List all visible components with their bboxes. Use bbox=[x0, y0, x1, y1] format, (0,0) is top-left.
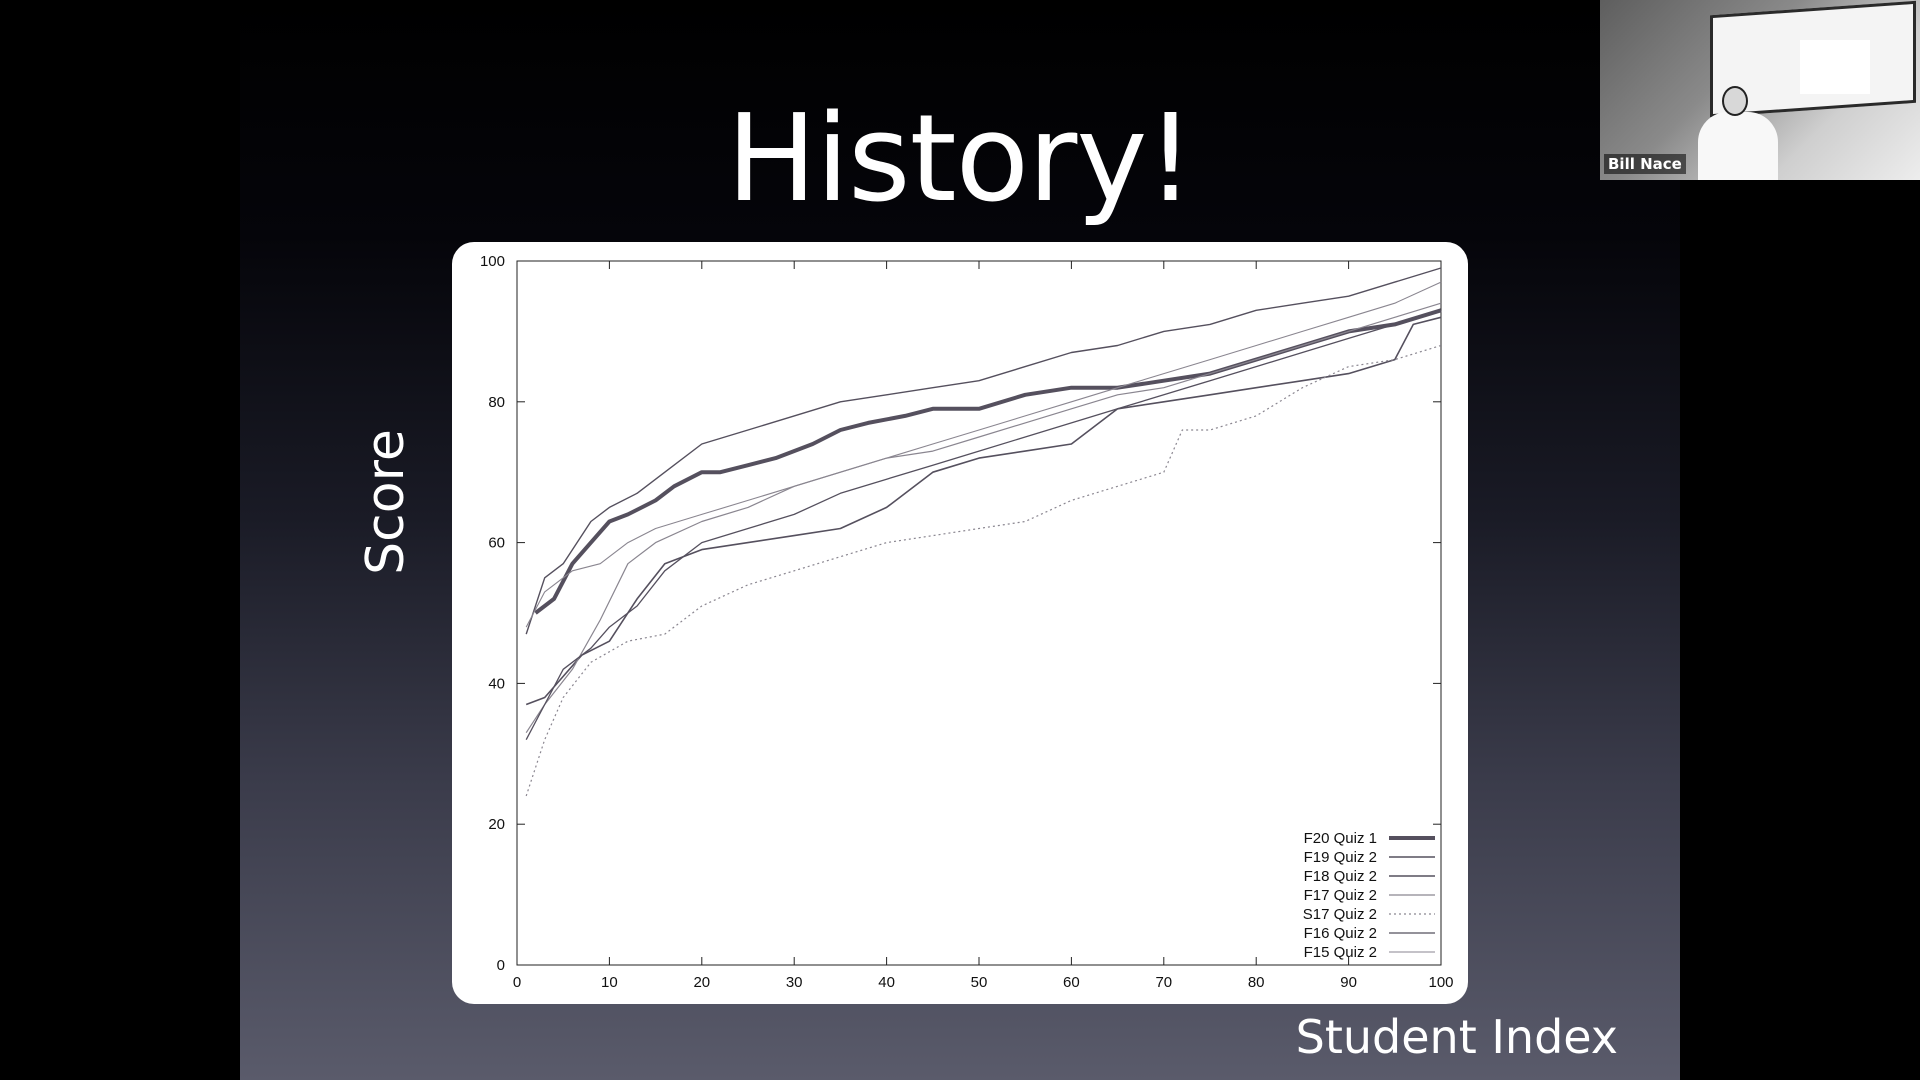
x-tick-label: 40 bbox=[878, 974, 895, 991]
series-line-s17-quiz-2 bbox=[525, 344, 1442, 797]
x-tick-label: 30 bbox=[786, 974, 803, 991]
series-line-f20-quiz-1 bbox=[534, 308, 1442, 615]
y-tick-label: 0 bbox=[497, 957, 505, 974]
x-tick-label: 90 bbox=[1340, 974, 1357, 991]
x-tick-label: 70 bbox=[1155, 974, 1172, 991]
legend-label: F15 Quiz 2 bbox=[1304, 944, 1377, 961]
series-line-f18-quiz-2 bbox=[525, 267, 1442, 635]
legend-label: F20 Quiz 1 bbox=[1304, 830, 1377, 847]
presenter-head bbox=[1722, 86, 1748, 116]
legend-label: F19 Quiz 2 bbox=[1304, 849, 1377, 866]
projected-slide bbox=[1800, 40, 1870, 94]
x-tick-label: 50 bbox=[971, 974, 988, 991]
legend-label: F17 Quiz 2 bbox=[1304, 887, 1377, 904]
y-axis-title: Score bbox=[356, 429, 416, 575]
legend-label: F16 Quiz 2 bbox=[1304, 925, 1377, 942]
legend-label: S17 Quiz 2 bbox=[1303, 906, 1377, 923]
x-tick-label: 10 bbox=[601, 974, 618, 991]
line-chart: 0 10 20 30 40 50 60 70 80 90 100 0 20 40 60 80 100 F20 Qu… bbox=[480, 253, 1454, 991]
x-tick-label: 20 bbox=[693, 974, 710, 991]
y-tick-label: 40 bbox=[488, 675, 505, 692]
x-axis-title: Student Index bbox=[1295, 1010, 1618, 1064]
participant-name-tag: Bill Nace bbox=[1604, 154, 1686, 174]
x-tick-label: 100 bbox=[1428, 974, 1453, 991]
presenter-body bbox=[1698, 112, 1778, 180]
series-line-f19-quiz-2 bbox=[525, 316, 1442, 706]
y-tick-label: 20 bbox=[488, 816, 505, 833]
series-line-f15-quiz-2 bbox=[525, 281, 1442, 628]
x-tick-label: 60 bbox=[1063, 974, 1080, 991]
slide-title: History! bbox=[726, 90, 1194, 229]
y-tick-label: 100 bbox=[480, 253, 505, 270]
x-tick-label: 0 bbox=[513, 974, 521, 991]
y-tick-label: 80 bbox=[488, 394, 505, 411]
chart-card: 0 10 20 30 40 50 60 70 80 90 100 0 20 40 60 80 100 F20 Qu… bbox=[452, 242, 1468, 1004]
webcam-thumbnail[interactable]: Bill Nace bbox=[1600, 0, 1920, 180]
series-line-f16-quiz-2 bbox=[525, 309, 1442, 741]
y-tick-label: 60 bbox=[488, 535, 505, 552]
plot-frame bbox=[516, 260, 1442, 966]
x-tick-label: 80 bbox=[1248, 974, 1265, 991]
legend-label: F18 Quiz 2 bbox=[1304, 868, 1377, 885]
series-line-f17-quiz-2 bbox=[525, 302, 1442, 734]
